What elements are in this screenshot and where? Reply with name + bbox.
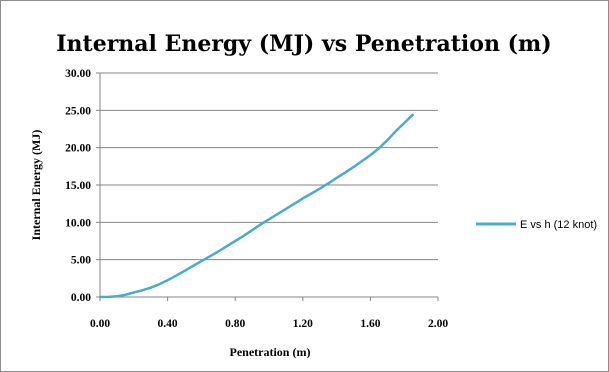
x-axis-title: Penetration (m) — [230, 345, 311, 359]
x-tick-label-2: 0.80 — [225, 318, 245, 330]
y-tick-label-3: 15.00 — [65, 180, 91, 192]
series-group — [98, 113, 414, 299]
gridlines — [100, 72, 438, 261]
y-tick-label-4: 20.00 — [65, 143, 91, 155]
x-tick-label-1: 0.40 — [158, 318, 178, 330]
y-tick-labels: 0.00 5.00 10.00 15.00 20.00 25.00 30.00 — [65, 68, 91, 304]
y-axis-title: Internal Energy (MJ) — [29, 130, 43, 241]
y-tick-label-2: 10.00 — [65, 217, 91, 229]
y-tick-label-6: 30.00 — [65, 68, 91, 80]
x-tick-label-0: 0.00 — [90, 318, 110, 330]
y-tick-label-1: 5.00 — [71, 255, 91, 267]
axes — [96, 72, 439, 301]
legend: E vs h (12 knot) — [476, 219, 597, 231]
chart-title: Internal Energy (MJ) vs Penetration (m) — [56, 31, 551, 57]
series-line-0 — [98, 113, 414, 299]
x-tick-labels: 0.00 0.40 0.80 1.20 1.60 2.00 — [90, 318, 448, 330]
y-tick-label-5: 25.00 — [65, 105, 91, 117]
y-tick-label-0: 0.00 — [71, 292, 91, 304]
x-tick-label-4: 1.60 — [360, 318, 380, 330]
x-tick-label-3: 1.20 — [293, 318, 313, 330]
legend-label: E vs h (12 knot) — [520, 219, 597, 231]
x-tick-label-5: 2.00 — [428, 318, 448, 330]
